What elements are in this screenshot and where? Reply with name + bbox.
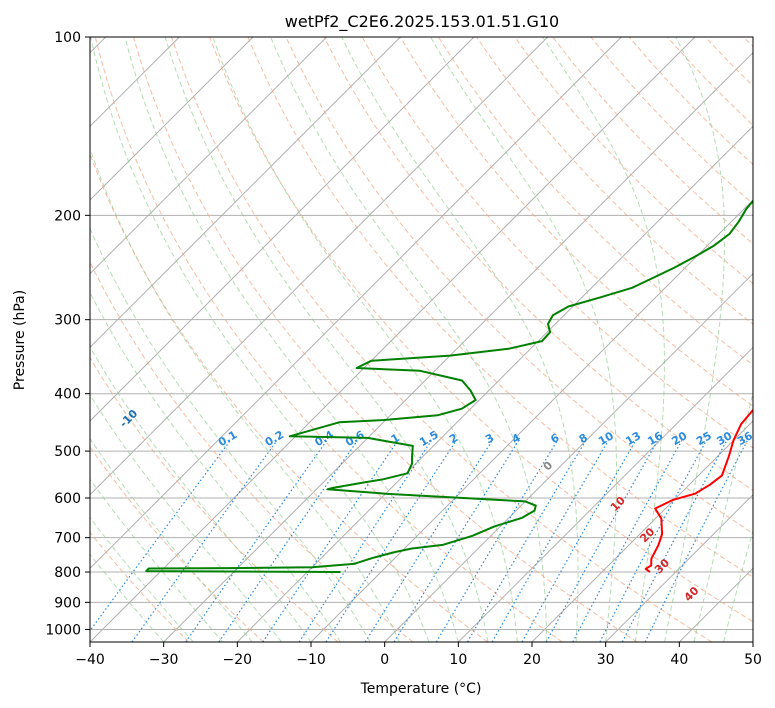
dry-adiabat-line <box>90 446 264 642</box>
mixing-ratio-line <box>185 440 328 642</box>
x-axis-label: Temperature (°C) <box>360 681 482 697</box>
plot-area: 0.10.20.40.611.52346810131620253036-100-… <box>90 37 755 642</box>
dry-adiabat-line <box>514 37 753 285</box>
mixing-ratio-line <box>521 440 637 642</box>
y-tick-label: 700 <box>54 531 81 547</box>
y-tick-label: 600 <box>54 491 81 507</box>
mixing-ratio-line <box>572 440 683 642</box>
x-tick-label: 20 <box>523 652 541 668</box>
x-tick-label: 10 <box>449 652 467 668</box>
mixing-ratio-line <box>298 440 432 642</box>
dry-adiabat-line <box>399 37 753 407</box>
x-tick-label: 40 <box>670 652 688 668</box>
y-tick-label: 500 <box>54 444 81 460</box>
mixing-ratio-line <box>393 440 520 642</box>
isotherm-line <box>90 37 254 201</box>
profile-series <box>145 199 753 573</box>
dry-adiabat-line <box>171 37 712 642</box>
isotherm-line <box>457 346 753 642</box>
dry-adiabat-line <box>90 356 339 642</box>
dry-adiabat-line <box>247 37 753 578</box>
isotherm-line <box>163 51 753 642</box>
moist-adiabat-line <box>542 37 665 642</box>
x-tick-label: −40 <box>75 652 105 668</box>
isotherm-line <box>90 37 401 349</box>
isotherm-grid <box>90 37 753 642</box>
isotherm-line <box>90 37 475 422</box>
dry-adiabat-line <box>285 37 753 535</box>
dry-adiabat-line <box>94 37 563 642</box>
moist-adiabat-line <box>430 37 617 642</box>
y-tick-label: 200 <box>54 208 81 224</box>
dry-adiabat-line <box>90 260 414 642</box>
moist-adiabat-line <box>723 528 753 642</box>
moist-adiabat-line <box>341 37 579 642</box>
dry-adiabat-line <box>132 37 638 642</box>
moist-adiabat-line <box>693 390 753 642</box>
y-axis-label: Pressure (hPa) <box>12 290 28 390</box>
isotherm-line <box>90 37 328 275</box>
dry-adiabat-line <box>323 37 753 491</box>
mixing-ratio-line <box>491 440 609 642</box>
x-tick-label: 50 <box>744 652 762 668</box>
y-axis-ticks: 100 200 300 400 500 600 700 800 900 1000 <box>45 30 90 638</box>
dry-adiabats <box>90 37 753 642</box>
moist-adiabat-line <box>90 394 282 642</box>
dry-adiabat-line <box>90 152 488 642</box>
dry-adiabat-line <box>90 531 190 642</box>
mixing-ratio-line <box>466 440 587 642</box>
moist-adiabat-line <box>90 478 223 642</box>
moist-adiabat-line <box>90 345 312 642</box>
plot-frame <box>89 36 754 643</box>
mixing-ratio-line <box>364 440 493 642</box>
dewpoint-profile-line <box>145 199 753 573</box>
isotherm-line <box>384 272 753 642</box>
moist-adiabat-line <box>664 37 726 642</box>
moist-adiabat-line <box>90 291 341 642</box>
y-tick-label: 1000 <box>45 622 81 638</box>
mixing-ratio-line <box>644 440 748 642</box>
mixing-ratio-line <box>435 440 558 642</box>
y-tick-label: 900 <box>54 595 81 611</box>
dry-adiabat-line <box>437 37 753 366</box>
x-axis-ticks: −40 −30 −20 −10 0 10 20 30 40 50 <box>75 642 762 668</box>
isotherm-line <box>90 37 696 642</box>
isotherm-line <box>605 493 753 642</box>
moist-adiabat-line <box>90 227 371 642</box>
x-tick-label: −30 <box>149 652 179 668</box>
y-tick-label: 100 <box>54 30 81 46</box>
isotherm-line <box>531 420 753 642</box>
moist-adiabat-line <box>124 37 459 642</box>
mixing-ratio-lines <box>90 440 748 642</box>
moist-adiabat-line <box>164 37 489 642</box>
y-tick-label: 300 <box>54 313 81 329</box>
moist-adiabat-line <box>212 37 518 642</box>
y-tick-label: 400 <box>54 387 81 403</box>
temperature-profile-line <box>644 408 753 573</box>
isotherm-line <box>236 125 753 642</box>
x-tick-label: −10 <box>296 652 326 668</box>
y-tick-label: 800 <box>54 565 81 581</box>
dry-adiabat-line <box>361 37 753 449</box>
mixing-ratio-label: 36 <box>735 429 755 448</box>
isotherm-line <box>90 37 622 570</box>
chart-title: wetPf2_C2E6.2025.153.01.51.G10 <box>285 12 559 32</box>
x-tick-label: 0 <box>380 652 389 668</box>
x-tick-label: 30 <box>597 652 615 668</box>
x-tick-label: −20 <box>223 652 253 668</box>
mixing-ratio-line <box>131 440 278 642</box>
mixing-ratio-line <box>262 440 399 642</box>
mixing-ratio-line <box>545 440 659 642</box>
mixing-ratio-line <box>90 440 231 632</box>
dry-adiabat-line <box>209 37 753 623</box>
mixing-ratio-line <box>325 440 457 642</box>
moist-adiabat-line <box>90 147 400 642</box>
moist-adiabat-line <box>90 437 253 642</box>
isotherm-line <box>90 37 549 496</box>
